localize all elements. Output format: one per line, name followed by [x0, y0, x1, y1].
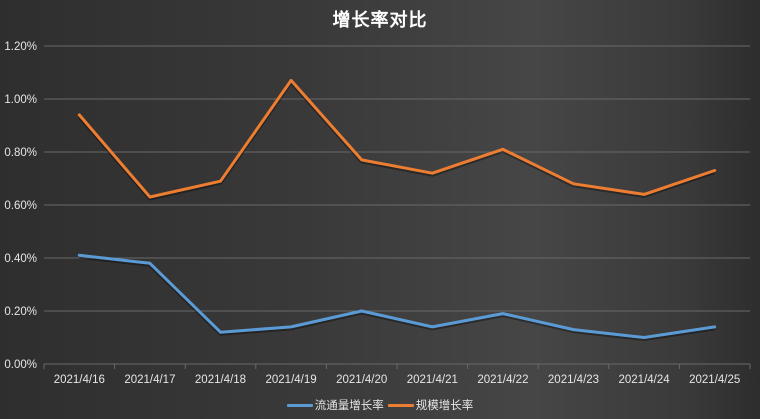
- x-tick-label: 2021/4/21: [407, 374, 458, 386]
- legend-swatch-blue: [286, 403, 313, 407]
- legend-item-scale: 规模增长率: [387, 397, 474, 413]
- chart-title: 增长率对比: [332, 10, 428, 31]
- x-axis: 2021/4/16 2021/4/17 2021/4/18 2021/4/19 2021…: [43, 364, 751, 386]
- y-tick-label: 0.20%: [4, 306, 37, 318]
- gridlines: [44, 45, 750, 365]
- x-tick-label: 2021/4/17: [124, 374, 175, 386]
- series-line-circulation: [77, 253, 717, 339]
- legend-item-circulation: 流通量增长率: [286, 397, 384, 413]
- legend-label: 流通量增长率: [314, 398, 384, 412]
- y-tick-label: 1.20%: [4, 41, 37, 53]
- y-tick-label: 0.00%: [4, 359, 37, 371]
- y-tick-label: 1.00%: [4, 94, 37, 106]
- x-tick-label: 2021/4/16: [54, 374, 105, 386]
- x-tick-label: 2021/4/25: [689, 374, 740, 386]
- series-shadow: [79, 254, 715, 341]
- legend: 流通量增长率 规模增长率: [0, 397, 760, 413]
- y-axis: 0.00% 0.20% 0.40% 0.60% 0.80% 1.00% 1.20%: [4, 41, 37, 371]
- series-lines: [77, 78, 717, 341]
- series-line-scale: [77, 78, 717, 199]
- x-tick-label: 2021/4/19: [266, 374, 317, 386]
- x-tick-label: 2021/4/18: [195, 374, 246, 386]
- legend-label: 规模增长率: [415, 398, 474, 412]
- y-tick-label: 0.60%: [4, 200, 37, 212]
- x-tick-label: 2021/4/20: [336, 374, 387, 386]
- x-tick-label: 2021/4/23: [548, 374, 599, 386]
- y-tick-label: 0.40%: [4, 253, 37, 265]
- legend-swatch-orange: [387, 403, 414, 407]
- y-tick-label: 0.80%: [4, 147, 37, 159]
- x-tick-label: 2021/4/22: [477, 374, 528, 386]
- x-tick-label: 2021/4/24: [619, 374, 671, 386]
